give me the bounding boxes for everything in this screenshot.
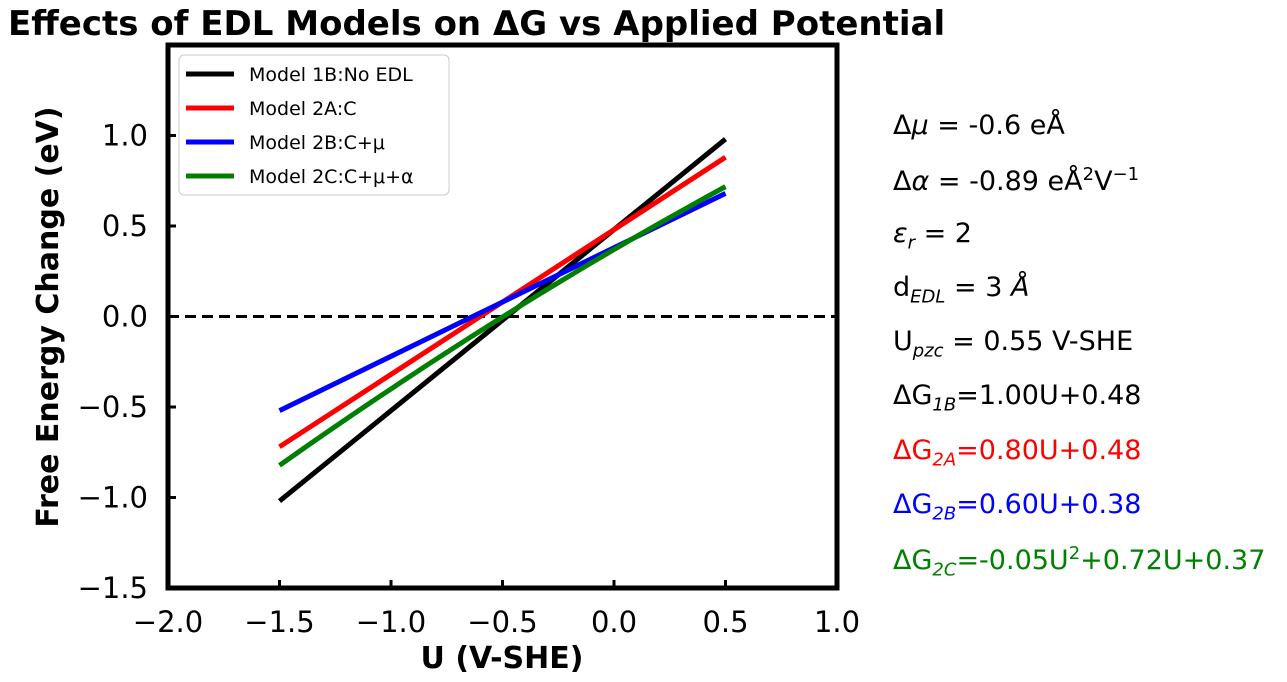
delta-alpha-value: = -0.89 eÅ xyxy=(929,166,1083,197)
x-tick-label: −0.5 xyxy=(467,605,537,639)
x-tick-label: 0.5 xyxy=(702,605,748,639)
eq-2c-expr-b: +0.72U+0.37 xyxy=(1080,545,1266,576)
x-tick-label: −1.0 xyxy=(356,605,426,639)
eq-2b-sub: 2B xyxy=(932,503,957,525)
plot-area: −2.0 −1.5 −1.0 −0.5 0.0 0.5 1.0−1.5−1.0−0.50.0… xyxy=(78,42,860,639)
eq-1b-note: ΔG1B=1.00U+0.48 xyxy=(893,382,1141,414)
legend-label-1: Model 1B:No EDL xyxy=(249,64,413,86)
eq-2a-symbol: ΔG xyxy=(893,435,933,466)
x-tick-label: 1.0 xyxy=(814,605,860,639)
y-tick-label: −0.5 xyxy=(78,390,148,424)
legend-label-4: Model 2C:C+μ+α xyxy=(249,166,414,188)
dedl-symbol: d xyxy=(893,272,911,303)
upzc-symbol: U xyxy=(893,326,913,357)
legend-box xyxy=(178,54,450,196)
eq-2b-note: ΔG2B=0.60U+0.38 xyxy=(893,491,1141,523)
delta-alpha-var: α xyxy=(911,166,930,197)
y-tick-label: −1.0 xyxy=(78,481,148,515)
eq-2a-note: ΔG2A=0.80U+0.48 xyxy=(893,437,1141,469)
series-line-1 xyxy=(277,137,728,504)
eq-1b-sub: 1B xyxy=(932,394,957,416)
eq-2a-sub: 2A xyxy=(932,449,957,471)
x-tick-label: −1.5 xyxy=(244,605,314,639)
eq-2b-expr: =0.60U+0.38 xyxy=(956,489,1142,520)
delta-mu-symbol: Δ xyxy=(893,110,912,141)
legend-label-2: Model 2A:C xyxy=(249,98,357,120)
delta-mu-var: μ xyxy=(911,110,929,141)
dedl-unit: Å xyxy=(1010,272,1030,303)
eq-2c-exp: 2 xyxy=(1068,543,1081,564)
y-tick-label: 0.5 xyxy=(102,209,148,243)
eq-2c-expr-a: =-0.05U xyxy=(956,545,1069,576)
y-tick-label: 1.0 xyxy=(102,119,148,153)
x-axis-label: U (V-SHE) xyxy=(421,641,584,676)
delta-alpha-exp2: −1 xyxy=(1112,164,1140,185)
eq-2c-sub: 2C xyxy=(932,559,957,581)
delta-mu-note: Δμ = -0.6 eÅ xyxy=(893,112,1065,139)
delta-alpha-unit: V xyxy=(1094,166,1113,197)
delta-alpha-symbol: Δ xyxy=(893,166,912,197)
epsilon-sub: r xyxy=(907,232,916,254)
epsilon-note: εr = 2 xyxy=(893,220,972,252)
eq-1b-symbol: ΔG xyxy=(893,380,933,411)
eq-2c-symbol: ΔG xyxy=(893,545,933,576)
epsilon-var: ε xyxy=(893,218,908,249)
y-tick-label: −1.5 xyxy=(78,571,148,605)
eq-1b-expr: =1.00U+0.48 xyxy=(956,380,1142,411)
y-tick-label: 0.0 xyxy=(102,300,148,334)
legend-label-3: Model 2B:C+μ xyxy=(249,132,385,154)
delta-alpha-note: Δα = -0.89 eÅ2V−1 xyxy=(893,164,1140,197)
series-line-4 xyxy=(278,184,727,468)
upzc-note: Upzc = 0.55 V-SHE xyxy=(893,328,1133,360)
chart-title: Effects of EDL Models on ΔG vs Applied P… xyxy=(8,4,945,44)
eq-2a-expr: =0.80U+0.48 xyxy=(956,435,1142,466)
y-axis-label: Free Energy Change (eV) xyxy=(31,106,66,527)
upzc-value: = 0.55 V-SHE xyxy=(943,326,1134,357)
eq-2b-symbol: ΔG xyxy=(893,489,933,520)
upzc-sub: pzc xyxy=(912,340,944,362)
x-tick-label: 0.0 xyxy=(591,605,637,639)
delta-mu-value: = -0.6 eÅ xyxy=(928,110,1065,141)
epsilon-value: = 2 xyxy=(915,218,972,249)
x-tick-label: −2.0 xyxy=(133,605,203,639)
dedl-note: dEDL = 3 Å xyxy=(893,274,1029,306)
delta-alpha-exp1: 2 xyxy=(1082,164,1095,185)
eq-2c-note: ΔG2C=-0.05U2+0.72U+0.37 xyxy=(893,545,1265,579)
legend: Model 1B:No EDL Model 2A:C Model 2B:C+μ Mod… xyxy=(178,54,450,196)
dedl-sub: EDL xyxy=(910,286,946,308)
dedl-value: = 3 xyxy=(945,272,1011,303)
